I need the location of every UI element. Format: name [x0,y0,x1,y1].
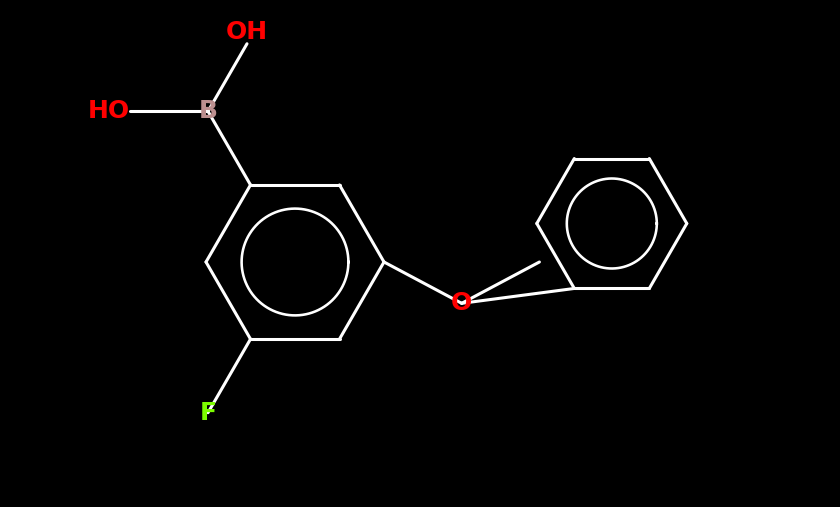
Text: HO: HO [88,99,130,123]
Text: B: B [198,99,218,123]
Text: F: F [199,401,217,425]
Text: OH: OH [226,20,268,44]
Text: O: O [451,292,472,315]
